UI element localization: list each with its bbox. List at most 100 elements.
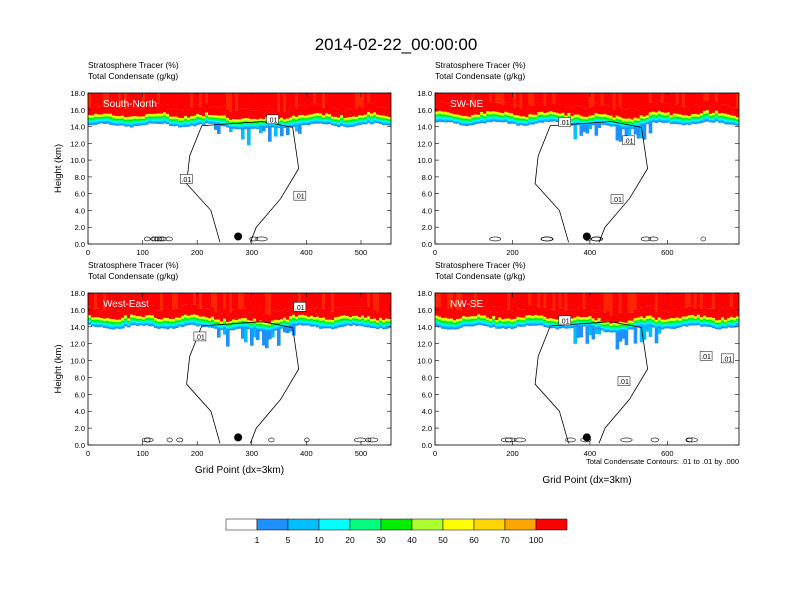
tracer-band <box>522 124 526 126</box>
tracer-band <box>196 318 200 321</box>
tracer-column <box>205 293 209 309</box>
tracer-band <box>346 118 350 121</box>
tracer-band <box>313 107 317 110</box>
tracer-band <box>139 122 143 125</box>
tracer-band <box>106 325 110 328</box>
tracer-band <box>247 312 251 314</box>
tracer-band <box>286 123 290 125</box>
tracer-band <box>232 120 236 122</box>
tracer-band <box>289 124 293 126</box>
tracer-band <box>528 316 532 319</box>
tracer-column <box>292 93 296 106</box>
tracer-band <box>145 119 149 122</box>
tracer-band <box>444 117 448 120</box>
condensate-blob <box>304 437 310 443</box>
tracer-band <box>708 109 713 112</box>
tracer-band <box>178 113 182 116</box>
tracer-band <box>462 311 466 313</box>
y-tick-label: 2.0 <box>75 223 85 232</box>
tracer-band <box>142 114 146 117</box>
tracer-band <box>160 312 164 315</box>
tracer-band <box>376 322 380 325</box>
tracer-band <box>450 312 454 314</box>
tracer-band <box>277 125 281 127</box>
tracer-band <box>199 311 203 313</box>
y-tick-label: 12.0 <box>417 139 432 148</box>
tracer-band <box>241 319 245 322</box>
tracer-band <box>355 115 359 117</box>
tracer-band <box>651 105 656 108</box>
tracer-band <box>609 105 614 108</box>
tracer-band <box>639 116 644 119</box>
tracer-band <box>438 104 442 107</box>
tracer-band <box>280 108 284 111</box>
tracer-band <box>316 310 320 313</box>
tracer-band <box>690 112 695 115</box>
tracer-band <box>486 324 490 327</box>
tracer-band <box>304 113 308 116</box>
tracer-band <box>172 110 176 113</box>
tracer-band <box>495 323 499 325</box>
tracer-band <box>235 114 239 117</box>
tracer-band <box>705 114 710 117</box>
tracer-band <box>307 105 311 108</box>
tracer-band <box>292 110 296 113</box>
tracer-band <box>576 117 581 120</box>
tracer-band <box>121 119 125 122</box>
tracer-band <box>352 119 356 121</box>
tracer-band <box>184 311 188 314</box>
tracer-band <box>163 111 167 114</box>
tracer-band <box>181 307 185 310</box>
panel-subtitle-condensate: Total Condensate (g/kg) <box>435 271 525 281</box>
tracer-band <box>471 120 475 123</box>
tracer-band <box>474 313 478 315</box>
tracer-band <box>364 322 368 325</box>
tracer-band <box>103 323 107 326</box>
tracer-column <box>516 293 520 309</box>
tracer-band <box>298 314 302 317</box>
tracer-band <box>250 114 254 117</box>
tracer-band <box>127 319 131 321</box>
tracer-band <box>187 117 191 120</box>
tracer-band <box>684 112 689 114</box>
tracer-band <box>495 314 499 317</box>
tracer-band <box>666 103 671 106</box>
tracer-band <box>435 315 439 318</box>
tracer-band <box>693 112 698 114</box>
tracer-band <box>94 107 98 110</box>
tracer-band <box>355 322 359 325</box>
tracer-band <box>621 118 626 120</box>
tracer-band <box>256 116 260 119</box>
tracer-band <box>459 119 463 121</box>
tracer-band <box>178 324 182 327</box>
tracer-band <box>223 119 227 122</box>
tracer-intrusion <box>618 127 623 142</box>
tracer-band <box>489 117 493 120</box>
tracer-band <box>124 318 128 321</box>
tracer-band <box>558 113 563 115</box>
tracer-band <box>256 317 260 319</box>
tracer-band <box>468 120 472 122</box>
tracer-band <box>636 123 641 125</box>
tracer-band <box>193 111 197 113</box>
tracer-band <box>588 108 593 111</box>
tracer-band <box>151 115 155 117</box>
tracer-band <box>121 314 125 317</box>
tracer-band <box>208 118 212 120</box>
tracer-band <box>726 111 731 114</box>
tracer-band <box>465 111 469 114</box>
tracer-column <box>211 293 215 307</box>
tracer-band <box>382 324 386 327</box>
tracer-band <box>519 310 523 313</box>
tracer-band <box>289 314 293 317</box>
tracer-band <box>148 120 152 122</box>
tracer-band <box>435 111 439 114</box>
tracer-band <box>106 107 110 110</box>
tracer-band <box>295 322 299 325</box>
tracer-band <box>238 113 242 116</box>
tracer-band <box>193 124 197 127</box>
tracer-band <box>549 119 553 122</box>
tracer-band <box>235 121 239 124</box>
tracer-band <box>241 121 245 124</box>
tracer-band <box>112 113 116 116</box>
